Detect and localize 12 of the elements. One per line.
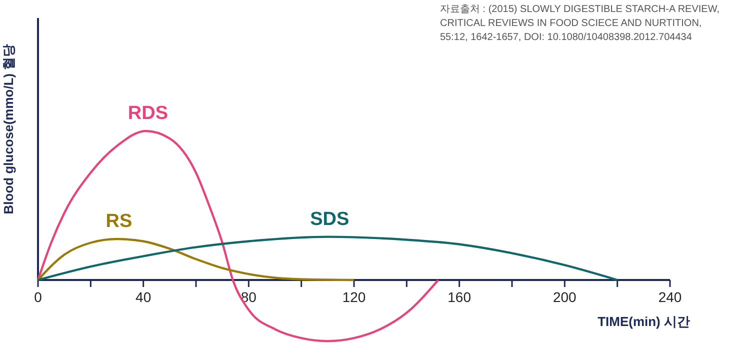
y-axis-title: Blood glucose(mmo/L) 혈당 — [1, 44, 16, 214]
x-tick-label: 160 — [448, 289, 472, 305]
series-label: RS — [106, 211, 132, 232]
series-label: SDS — [310, 208, 350, 230]
x-tick-label: 0 — [34, 289, 42, 305]
x-axis-title: TIME(min) 시간 — [598, 314, 690, 329]
x-tick-label: 200 — [552, 289, 577, 305]
series-label: RDS — [128, 103, 168, 124]
text: 자료출처 : (2015) SLOWLY DIGESTIBLE STARCH-A REVIEW, CRITICAL REVIEWS IN FOOD SCIECE AND NURTITION, 55:12, 1642-1657, DOI: 10.1080/10408398.2012.704434 — [440, 4, 720, 43]
x-tick-label: 240 — [658, 289, 682, 305]
x-tick-label: 40 — [136, 289, 152, 305]
x-tick-label: 120 — [342, 289, 366, 305]
